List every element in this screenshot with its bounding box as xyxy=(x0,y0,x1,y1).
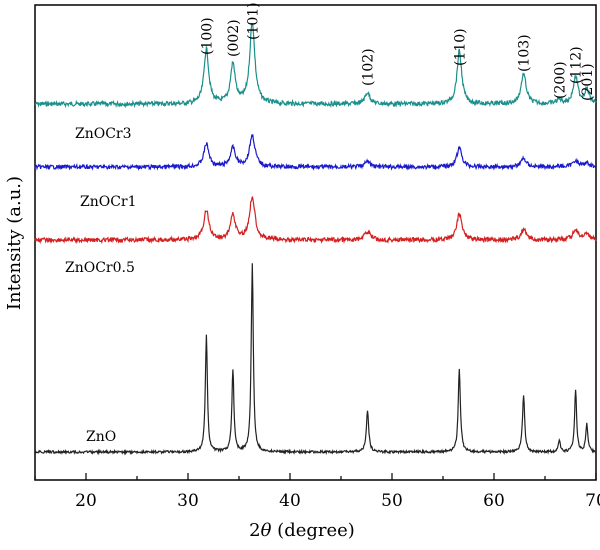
series-line-zno xyxy=(34,263,597,456)
x-tick-layer: 20 30 40 50 60 70 xyxy=(34,473,600,511)
x-tick-label: 70 xyxy=(585,491,600,511)
series-label-znocr3: ZnOCr3 xyxy=(75,126,132,142)
x-axis-title-symbol: θ xyxy=(261,520,272,541)
peak-label-100: (100) xyxy=(199,17,215,55)
x-tick-label: 40 xyxy=(279,491,301,511)
series-label-znocr1: ZnOCr1 xyxy=(80,194,137,210)
peak-label-102: (102) xyxy=(361,48,377,86)
series-line-top xyxy=(34,22,597,109)
peak-label-200: (200) xyxy=(552,61,568,99)
series-label-zno: ZnO xyxy=(86,429,116,445)
x-axis-title: 2θ (degree) xyxy=(249,520,355,541)
x-tick-label: 30 xyxy=(177,491,199,511)
series-line-znocr3 xyxy=(34,134,597,171)
peak-label-101: (101) xyxy=(245,2,261,40)
peak-label-layer: (100) (002) (101) (102) (110) (103) (200) (112)… xyxy=(199,2,595,101)
peak-label-110: (110) xyxy=(452,28,468,66)
peak-label-112: (112) xyxy=(569,46,585,84)
peak-label-103: (103) xyxy=(517,34,533,72)
y-axis-title: Intensity (a.u.) xyxy=(4,176,25,310)
series-line-znocr1 xyxy=(34,196,597,245)
x-axis-title-prefix: 2 xyxy=(249,520,260,541)
x-axis-title-suffix: (degree) xyxy=(271,520,354,541)
series-layer xyxy=(34,22,597,456)
series-label-layer: ZnOCr3 ZnOCr1 ZnOCr0.5 ZnO xyxy=(65,126,137,445)
peak-label-002: (002) xyxy=(226,19,242,57)
x-tick-label: 60 xyxy=(483,491,505,511)
plot-frame xyxy=(34,4,597,481)
x-tick-label: 20 xyxy=(75,491,97,511)
peak-label-201: (201) xyxy=(580,63,596,101)
series-label-znocr0-5: ZnOCr0.5 xyxy=(65,260,135,276)
x-tick-label: 50 xyxy=(381,491,403,511)
